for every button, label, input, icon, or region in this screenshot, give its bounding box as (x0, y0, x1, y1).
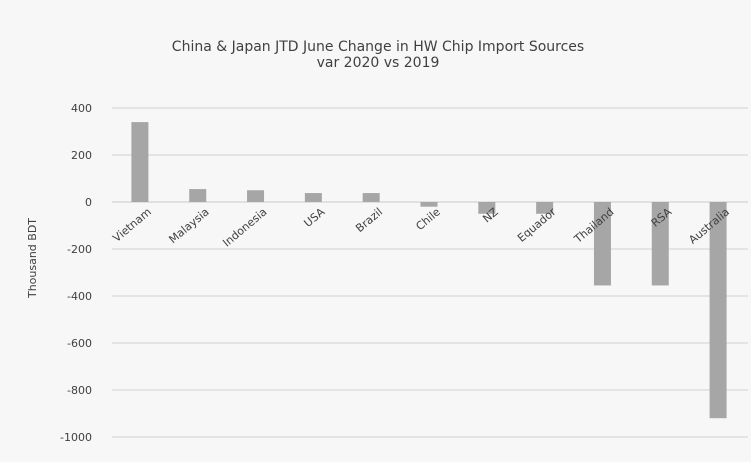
y-tick-label: 400 (71, 102, 92, 115)
bar (362, 193, 380, 202)
y-tick-label: -600 (67, 337, 92, 350)
bars (131, 122, 727, 419)
bar (131, 122, 149, 202)
y-tick-label: 0 (85, 196, 92, 209)
bar (304, 193, 322, 202)
y-tick-label: -400 (67, 290, 92, 303)
category-label: USA (301, 205, 327, 230)
y-axis-tick-labels: 400 200 0 -200 -400 -600 -800 -1000 (60, 102, 92, 444)
category-labels: Vietnam Malaysia Indonesia USA Brazil Chile NZ… (110, 205, 732, 249)
bar (651, 202, 669, 286)
y-tick-label: -1000 (60, 431, 92, 444)
bar (593, 202, 611, 286)
chart-subtitle: var 2020 vs 2019 (317, 55, 440, 71)
bar (247, 190, 265, 202)
bar (189, 189, 207, 202)
y-axis-title: Thousand BDT (26, 218, 39, 299)
category-label: Malaysia (166, 205, 211, 246)
y-tick-label: -800 (67, 384, 92, 397)
category-label: Vietnam (110, 205, 153, 244)
bar (536, 202, 554, 214)
category-label: Indonesia (220, 205, 269, 249)
chart-title: China & Japan JTD June Change in HW Chip… (172, 39, 584, 55)
category-label: Chile (413, 205, 443, 233)
bar (478, 202, 496, 214)
y-tick-label: 200 (71, 149, 92, 162)
bar (420, 202, 438, 207)
bar (709, 202, 727, 419)
y-tick-label: -200 (67, 243, 92, 256)
category-label: Brazil (353, 205, 385, 235)
